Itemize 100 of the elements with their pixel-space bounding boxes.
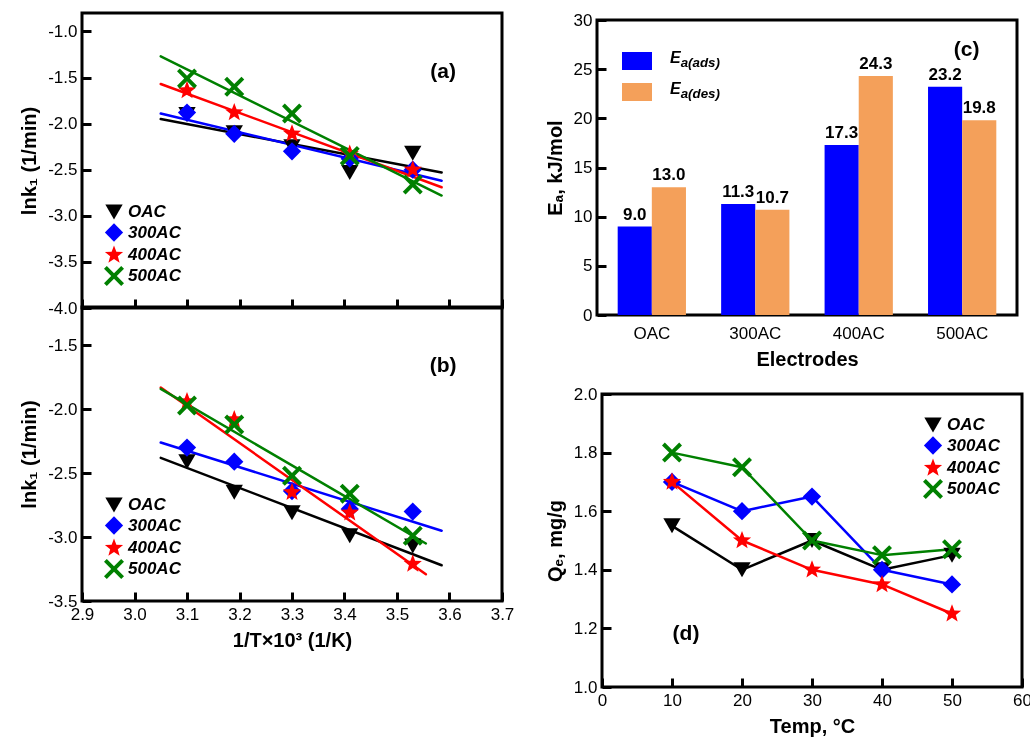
x-axis-title: Electrodes [756, 347, 859, 370]
x-tick-label: 3.2 [228, 604, 252, 624]
x-tick-label: 3.1 [175, 604, 200, 624]
y-tick-label: -2.0 [48, 114, 78, 134]
y-axis-title: Qₑ, mg/g [543, 500, 566, 582]
annotation: (c) [953, 36, 980, 60]
bar [755, 209, 790, 315]
point [177, 68, 197, 89]
point [224, 76, 245, 97]
data-label: 9.0 [622, 204, 647, 224]
y-tick-label: -1.0 [48, 21, 78, 41]
y-axis-title: Eₐ, kJ/mol [543, 120, 566, 216]
point [225, 102, 244, 121]
point [942, 539, 962, 560]
point [872, 545, 892, 566]
point [732, 502, 752, 521]
legend-label: 400AC [946, 458, 1001, 477]
point [177, 395, 197, 416]
x-tick-label: 20 [733, 690, 752, 710]
point [341, 528, 359, 544]
point [225, 452, 244, 471]
point [733, 562, 751, 578]
point [282, 465, 302, 486]
point [339, 483, 360, 504]
bar [928, 86, 963, 315]
point [402, 174, 423, 195]
legend-label: E$_{a(ads)}$ [670, 48, 720, 73]
x-tick-label: 3.3 [280, 604, 305, 624]
data-label: 24.3 [859, 54, 893, 74]
y-tick-label: -4.0 [48, 298, 78, 318]
y-tick-label: 30 [573, 10, 593, 30]
y-tick-label: 25 [573, 59, 593, 79]
legend-label: 400AC [127, 245, 182, 264]
y-tick-label: -3.0 [48, 527, 78, 547]
y-tick-label: 1.0 [573, 677, 598, 697]
bar [824, 144, 859, 315]
point [942, 575, 962, 594]
y-tick-label: 1.4 [573, 560, 598, 580]
bar [721, 203, 756, 315]
x-tick-label: 3.6 [438, 604, 462, 624]
legend-label: 400AC [127, 538, 182, 557]
y-tick-label: 1.6 [573, 501, 598, 521]
point [732, 530, 752, 549]
y-tick-label: 0 [583, 305, 593, 325]
point [177, 438, 197, 457]
bar [962, 120, 997, 315]
y-tick-label: -3.5 [48, 252, 78, 272]
x-tick-label: 40 [873, 690, 892, 710]
x-tick-label: 3.5 [385, 604, 410, 624]
point [403, 554, 422, 572]
point [225, 484, 243, 500]
point [802, 560, 822, 578]
point [283, 505, 301, 521]
y-tick-label: -2.5 [48, 463, 78, 483]
y-tick-label: -1.5 [48, 68, 78, 88]
legend-label: E$_{a(des)}$ [670, 79, 720, 104]
data-label: 13.0 [652, 165, 686, 185]
point [404, 145, 422, 161]
y-tick-label: 20 [573, 108, 593, 128]
y-tick-label: 10 [573, 207, 593, 227]
legend-label: OAC [947, 415, 986, 434]
x-tick-label: 50 [943, 690, 962, 710]
x-tick-label: OAC [633, 323, 671, 343]
annotation: (b) [429, 352, 457, 376]
y-tick-label: 1.8 [573, 443, 598, 463]
point [403, 502, 422, 521]
point [178, 454, 196, 470]
y-tick-label: 5 [583, 256, 593, 276]
point [872, 574, 892, 593]
point [662, 442, 682, 463]
x-tick-label: 300AC [729, 323, 782, 343]
point [282, 124, 302, 142]
x-tick-label: 3.7 [490, 604, 515, 624]
data-label: 19.8 [962, 98, 996, 118]
y-tick-label: 1.2 [573, 618, 598, 638]
bar [651, 187, 686, 315]
legend-label: 500AC [128, 266, 182, 285]
point [663, 518, 681, 534]
y-axis-title: lnk₁ (1/min) [18, 400, 41, 509]
data-label: 11.3 [722, 181, 755, 201]
point [340, 503, 359, 521]
y-tick-label: -2.5 [48, 160, 78, 180]
bar [858, 76, 893, 315]
point [802, 487, 822, 506]
data-label: 17.3 [825, 122, 859, 142]
point [942, 604, 962, 622]
y-tick-label: 15 [573, 158, 593, 177]
point [732, 457, 752, 478]
x-tick-label: 400AC [832, 323, 885, 343]
point [282, 142, 302, 161]
x-tick-label: 3.4 [333, 604, 357, 624]
point [402, 525, 423, 546]
x-tick-label: 10 [663, 690, 682, 710]
annotation: (a) [430, 59, 457, 82]
y-axis-title: lnk₁ (1/min) [18, 106, 41, 216]
y-tick-label: -3.0 [48, 206, 78, 226]
x-axis-title: Temp, °C [769, 714, 856, 737]
x-axis-title: 1/T×10³ (1/K) [232, 628, 353, 651]
legend-label: OAC [128, 495, 167, 514]
annotation: (d) [672, 621, 700, 645]
